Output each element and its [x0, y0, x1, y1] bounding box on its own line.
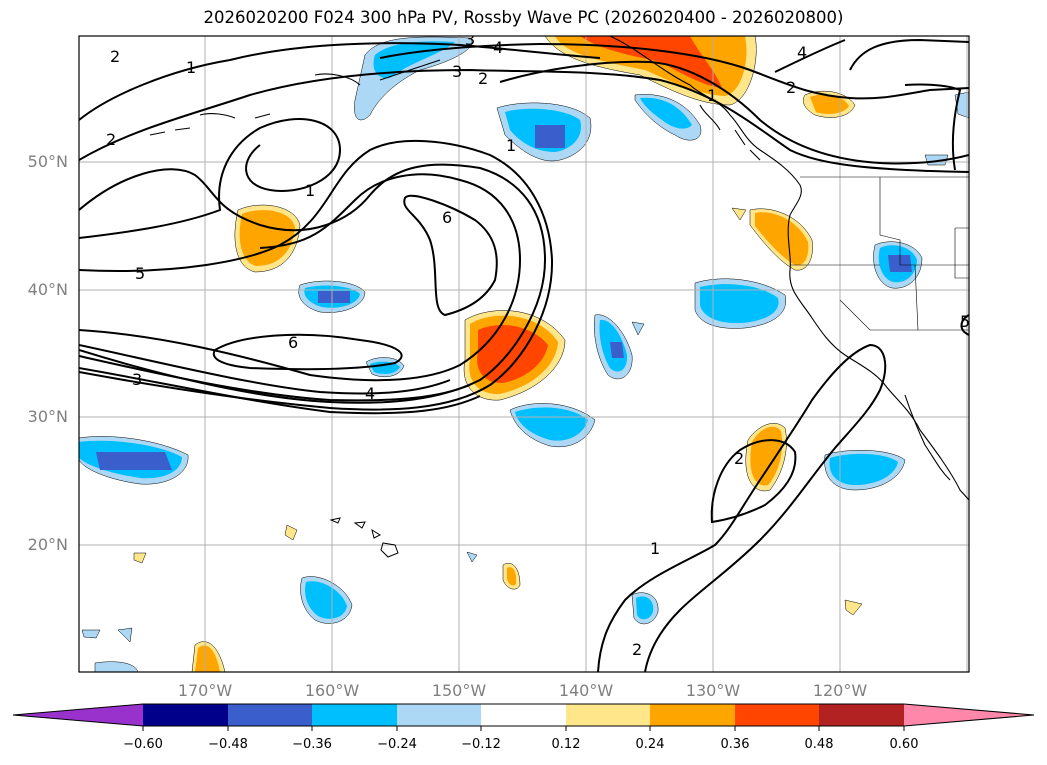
colorbar-segment	[735, 704, 819, 726]
lat-label: 50°N	[27, 152, 68, 171]
contour-label: 1	[305, 181, 315, 200]
negative-anomaly-area	[117, 627, 133, 643]
negative-anomaly-area	[515, 407, 588, 441]
contour-label: 3	[465, 30, 475, 49]
contour-label: 1	[707, 86, 717, 105]
lon-label: 170°W	[177, 681, 233, 700]
contour-label: 3	[452, 62, 462, 81]
negative-anomaly-area	[631, 321, 645, 336]
colorbar-segment	[819, 704, 904, 726]
contour-label: 5	[960, 312, 970, 331]
contour-label: 4	[365, 384, 375, 403]
colorbar-segment	[566, 704, 650, 726]
colorbar-segment	[481, 704, 566, 726]
negative-anomaly-area	[535, 125, 565, 148]
colorbar-tick-label: 0.36	[720, 737, 750, 752]
negative-anomaly-area	[96, 452, 172, 470]
positive-anomaly-area	[580, 36, 722, 88]
contour-label: 6	[288, 333, 298, 352]
lon-label: 130°W	[685, 681, 741, 700]
negative-anomaly-area	[305, 581, 347, 619]
negative-anomaly-area	[466, 551, 478, 563]
positive-anomaly-area	[755, 212, 809, 266]
colorbar-segment	[228, 704, 312, 726]
lon-label: 140°W	[558, 681, 614, 700]
colorbar-tick-label: −0.12	[461, 737, 501, 752]
colorbar-tick-label: 0.24	[635, 737, 665, 752]
colorbar-segment	[312, 704, 397, 726]
contour-label: 6	[442, 208, 452, 227]
contour-label: 2	[632, 640, 642, 659]
contour-label: 4	[493, 38, 503, 57]
contour-label: 4	[797, 43, 807, 62]
negative-anomaly-area	[81, 629, 101, 639]
lat-label: 30°N	[27, 407, 68, 426]
contour-label: 2	[478, 69, 488, 88]
colorbar-tick-label: −0.48	[208, 737, 248, 752]
negative-anomaly-area	[370, 361, 400, 375]
colorbar-tick-label: 0.60	[889, 737, 919, 752]
lon-label: 160°W	[304, 681, 360, 700]
negative-anomaly-area	[610, 342, 624, 358]
colorbar-tick-label: 0.12	[551, 737, 581, 752]
political-borders	[790, 176, 969, 331]
positive-anomaly-area	[507, 567, 517, 586]
colorbar-tick-label: −0.24	[377, 737, 417, 752]
contour-label: 2	[110, 47, 120, 66]
colorbar-segment	[143, 704, 228, 726]
negative-anomaly-area	[640, 97, 692, 129]
negative-anomaly-area	[829, 453, 898, 485]
lon-label: 150°W	[431, 681, 487, 700]
pv-contours	[79, 38, 969, 672]
pv-anomaly-shading	[79, 36, 969, 672]
lon-label: 120°W	[812, 681, 868, 700]
contour-label: 1	[506, 136, 516, 155]
plot-frame	[78, 35, 970, 673]
negative-anomaly-area	[318, 291, 350, 303]
contour-label: 1	[186, 58, 196, 77]
contour-label: 2	[734, 449, 744, 468]
map-title: 2026020200 F024 300 hPa PV, Rossby Wave …	[203, 8, 844, 27]
contour-label: 1	[650, 539, 660, 558]
colorbar-segment	[650, 704, 735, 726]
negative-anomaly-area	[636, 596, 654, 620]
positive-anomaly-area	[284, 524, 298, 541]
contour-labels: 2 1 2 4 3 2 3 4 5 6 6 3 4 1 1 1 2 2 1 2 …	[106, 30, 970, 659]
positive-anomaly-area	[810, 94, 849, 114]
colorbar-segment	[904, 704, 1034, 726]
positive-anomaly-area	[133, 552, 147, 564]
lat-label: 40°N	[27, 280, 68, 299]
positive-anomaly-area	[239, 210, 295, 266]
colorbar-tick-label: 0.48	[804, 737, 834, 752]
contour-label: 2	[786, 78, 796, 97]
positive-anomaly-area	[731, 207, 747, 221]
hawaii-islands	[329, 517, 399, 558]
positive-anomaly-area	[844, 599, 863, 616]
colorbar-tick-label: −0.60	[123, 737, 163, 752]
colorbar-tick-label: −0.36	[292, 737, 332, 752]
contour-label: 3	[132, 370, 142, 389]
lat-label: 20°N	[27, 535, 68, 554]
colorbar-segment	[397, 704, 481, 726]
coastlines	[149, 36, 969, 501]
negative-anomaly-area	[94, 661, 139, 672]
colorbar-segment	[13, 704, 143, 726]
contour-label: 5	[135, 264, 145, 283]
contour-label: 2	[106, 130, 116, 149]
negative-anomaly-area	[700, 284, 779, 324]
positive-anomaly-area	[195, 645, 220, 672]
